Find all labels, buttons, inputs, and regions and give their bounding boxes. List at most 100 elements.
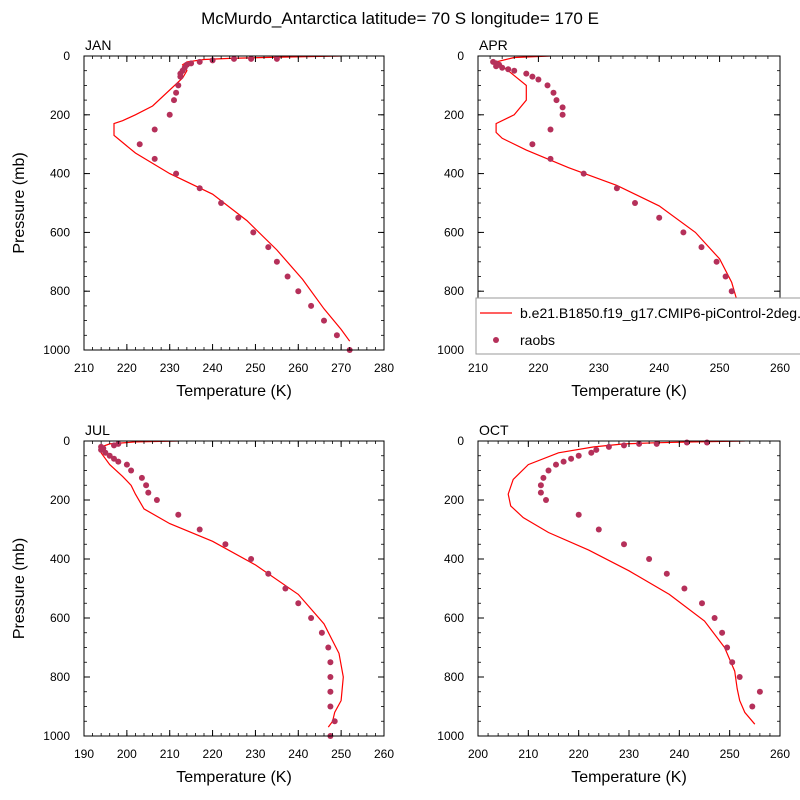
y-tick-label: 200 xyxy=(50,493,70,507)
raobs-point xyxy=(523,70,530,77)
raobs-point xyxy=(153,497,160,503)
raobs-point xyxy=(136,141,143,148)
raobs-series xyxy=(537,439,763,710)
x-tick-label: 210 xyxy=(160,747,180,761)
y-axis-title: Pressure (mb) xyxy=(11,538,28,639)
raobs-point xyxy=(123,461,130,468)
raobs-point xyxy=(621,442,627,449)
model-series-line xyxy=(113,56,351,342)
plot-frame xyxy=(83,440,385,737)
raobs-point xyxy=(248,556,255,562)
x-tick-label: 210 xyxy=(518,747,538,761)
model-series-line xyxy=(100,441,344,728)
x-tick-label: 230 xyxy=(245,747,265,761)
raobs-point xyxy=(308,302,315,309)
raobs-point xyxy=(559,104,566,111)
raobs-point xyxy=(713,258,720,265)
raobs-point xyxy=(588,449,595,456)
raobs-point xyxy=(511,67,518,74)
x-tick-label: 200 xyxy=(117,747,137,761)
raobs-point xyxy=(143,482,150,489)
panel-label: APR xyxy=(479,37,508,53)
x-tick-label: 260 xyxy=(770,747,790,761)
x-tick-label: 240 xyxy=(203,361,223,375)
raobs-point xyxy=(145,489,152,496)
raobs-point xyxy=(593,446,600,453)
legend-model-label: b.e21.B1850.f19_g17.CMIP6-piControl-2deg… xyxy=(520,305,800,321)
raobs-point xyxy=(547,126,554,133)
raobs-point xyxy=(656,214,663,221)
raobs-point xyxy=(196,58,203,65)
x-axis-title: Temperature (K) xyxy=(176,769,292,786)
y-tick-label: 600 xyxy=(444,225,464,239)
raobs-point xyxy=(681,585,688,592)
raobs-point xyxy=(177,73,184,80)
y-tick-label: 800 xyxy=(50,670,70,684)
raobs-point xyxy=(756,688,763,695)
raobs-point xyxy=(698,244,705,251)
raobs-point xyxy=(553,461,559,468)
raobs-point xyxy=(568,455,575,462)
raobs-point xyxy=(327,659,334,666)
x-tick-label: 270 xyxy=(331,361,351,375)
raobs-point xyxy=(493,63,500,70)
y-tick-label: 0 xyxy=(63,49,70,63)
y-tick-label: 1000 xyxy=(43,729,70,743)
panel-label: JAN xyxy=(85,37,111,53)
y-tick-label: 600 xyxy=(50,611,70,625)
y-tick-label: 800 xyxy=(444,670,464,684)
x-tick-label: 200 xyxy=(468,747,488,761)
raobs-point xyxy=(265,244,272,251)
raobs-point xyxy=(284,273,291,280)
raobs-series xyxy=(98,440,338,739)
raobs-point xyxy=(175,82,182,89)
raobs-point xyxy=(575,511,582,518)
plot-frame xyxy=(477,440,781,737)
raobs-point xyxy=(128,467,135,474)
raobs-point xyxy=(632,200,638,206)
raobs-point xyxy=(196,526,203,533)
raobs-point xyxy=(663,570,670,577)
raobs-point xyxy=(575,452,582,459)
legend-raobs-label: raobs xyxy=(520,332,555,348)
raobs-point xyxy=(295,600,302,607)
x-tick-label: 240 xyxy=(669,747,689,761)
raobs-point xyxy=(222,541,229,548)
raobs-point xyxy=(540,474,547,481)
raobs-point xyxy=(722,273,729,280)
raobs-point xyxy=(111,442,117,449)
panel-jan: JAN 210 220 230 240 250 260 270 280 0 200 400 600 800… xyxy=(11,37,394,400)
y-tick-label: 800 xyxy=(444,284,464,298)
raobs-point xyxy=(646,556,653,562)
raobs-point xyxy=(151,155,158,162)
raobs-point xyxy=(550,89,557,96)
raobs-point xyxy=(553,97,560,104)
raobs-point xyxy=(282,585,289,592)
raobs-point xyxy=(175,511,182,518)
raobs-point xyxy=(102,449,109,456)
x-tick-label: 240 xyxy=(288,747,308,761)
panel-label: OCT xyxy=(479,422,509,438)
y-axis-title: Pressure (mb) xyxy=(11,152,28,253)
raobs-point xyxy=(704,439,710,446)
raobs-point xyxy=(196,185,203,192)
raobs-point xyxy=(333,332,340,339)
raobs-point xyxy=(321,317,327,324)
x-tick-label: 210 xyxy=(468,361,488,375)
raobs-point xyxy=(235,214,242,221)
raobs-point xyxy=(537,489,544,496)
x-tick-label: 220 xyxy=(569,747,589,761)
panels: JAN 210 220 230 240 250 260 270 280 0 200 400 600 800… xyxy=(11,37,790,786)
x-tick-label: 240 xyxy=(649,361,669,375)
raobs-series xyxy=(136,55,353,353)
x-tick-label: 250 xyxy=(710,361,730,375)
raobs-point xyxy=(327,703,334,710)
legend-marker-swatch xyxy=(493,337,499,343)
y-tick-label: 800 xyxy=(50,284,70,298)
x-tick-label: 250 xyxy=(331,747,351,761)
raobs-point xyxy=(115,458,122,465)
raobs-point xyxy=(545,467,552,474)
raobs-point xyxy=(250,229,257,236)
y-tick-label: 400 xyxy=(444,552,464,566)
